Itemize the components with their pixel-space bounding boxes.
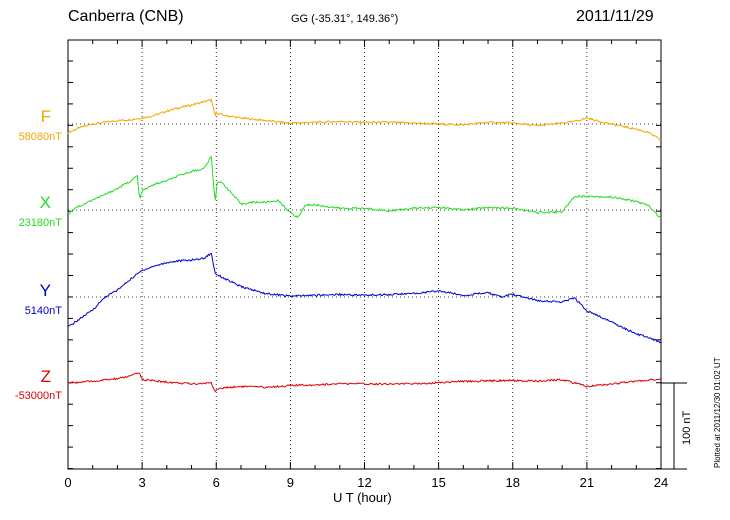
series-baseline-z: -53000nT	[14, 390, 62, 402]
x-tick-label-9: 9	[287, 475, 294, 490]
x-tick-label-6: 6	[213, 475, 220, 490]
grid-lines	[68, 40, 661, 469]
series-line-y	[67, 252, 662, 344]
series-label-f: F	[40, 107, 51, 126]
x-tick-label-24: 24	[654, 475, 668, 490]
axis-ticks	[67, 40, 662, 470]
x-tick-label-18: 18	[506, 475, 520, 490]
plotted-timestamp: Plotted at 2011/12/30 01:02 UT	[713, 357, 722, 468]
x-tick-label-15: 15	[431, 475, 445, 490]
chart-date: 2011/11/29	[576, 8, 654, 25]
x-tick-label-0: 0	[64, 475, 71, 490]
series-label-z: Z	[40, 367, 51, 386]
x-tick-label-3: 3	[139, 475, 146, 490]
x-tick-label-21: 21	[580, 475, 594, 490]
series-line-z	[67, 372, 662, 393]
series-lines	[67, 98, 662, 393]
station-coordinates: GG (-35.31°, 149.36°)	[291, 13, 399, 25]
series-line-f	[67, 98, 662, 141]
scale-bar-label: 100 nT	[681, 410, 693, 445]
series-baseline-x: 23180nT	[18, 217, 62, 229]
x-tick-label-12: 12	[357, 475, 371, 490]
station-title: Canberra (CNB)	[68, 8, 184, 25]
x-axis-label: U T (hour)	[333, 490, 392, 505]
x-tick-labels: 0 3 6 9 12 15 18 21 24	[64, 475, 668, 490]
series-baseline-f: 58080nT	[18, 131, 62, 143]
series-label-x: X	[39, 193, 51, 212]
series-label-y: Y	[39, 281, 51, 300]
series-baseline-y: 5140nT	[24, 305, 62, 317]
series-line-x	[67, 155, 662, 219]
